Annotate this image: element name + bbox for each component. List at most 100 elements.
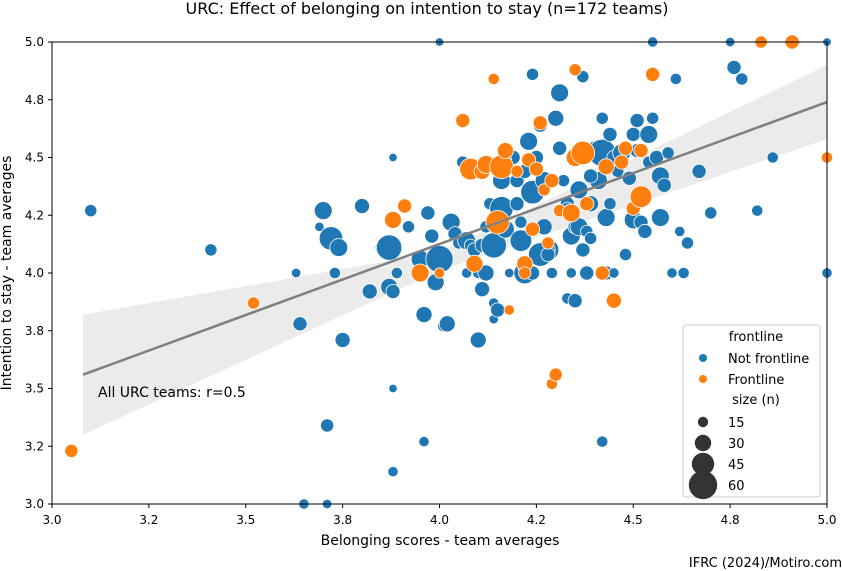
- point-not-frontline: [596, 208, 616, 227]
- point-frontline: [614, 154, 630, 170]
- legend-hue-title: frontline: [729, 330, 783, 345]
- point-not-frontline: [490, 302, 506, 318]
- point-frontline: [465, 254, 484, 273]
- point-not-frontline: [625, 126, 641, 142]
- point-not-frontline: [666, 267, 678, 279]
- point-frontline: [455, 113, 471, 129]
- point-not-frontline: [602, 126, 618, 142]
- point-not-frontline: [575, 242, 591, 258]
- point-frontline: [410, 263, 430, 283]
- point-not-frontline: [661, 146, 675, 160]
- point-frontline: [570, 140, 596, 166]
- y-tick-label: 3.5: [25, 382, 44, 396]
- correlation-annotation: All URC teams: r=0.5: [98, 385, 246, 401]
- legend-size-label: 30: [728, 437, 745, 452]
- point-frontline: [618, 140, 634, 156]
- chart-title: URC: Effect of belonging on intention to…: [186, 0, 669, 18]
- point-not-frontline: [669, 72, 682, 86]
- legend: frontline Not frontline Frontline size (n) 1…: [682, 324, 821, 500]
- y-tick-label: 4.2: [25, 208, 44, 222]
- point-not-frontline: [334, 332, 351, 348]
- point-not-frontline: [639, 125, 659, 144]
- point-not-frontline: [388, 383, 398, 394]
- point-frontline: [537, 183, 551, 197]
- point-not-frontline: [579, 265, 595, 281]
- legend-size-marker: [691, 452, 715, 476]
- y-axis-label: Intention to stay - team averages: [0, 156, 15, 391]
- y-tick-label: 3.8: [25, 324, 44, 338]
- point-frontline: [384, 210, 402, 229]
- point-not-frontline: [545, 266, 558, 280]
- point-not-frontline: [354, 198, 370, 214]
- point-not-frontline: [650, 208, 670, 227]
- point-frontline: [544, 173, 560, 189]
- point-not-frontline: [292, 316, 308, 332]
- legend-size-label: 15: [728, 416, 745, 431]
- point-not-frontline: [584, 231, 598, 245]
- point-not-frontline: [509, 229, 533, 252]
- x-tick-label: 3.5: [236, 513, 255, 527]
- y-axis: 3.0 3.2 3.5 3.8 4.0 4.2 4.5 4.8 5.0: [25, 35, 52, 511]
- point-not-frontline: [313, 201, 333, 221]
- point-not-frontline: [509, 196, 525, 212]
- point-frontline: [487, 72, 500, 86]
- point-not-frontline: [420, 205, 436, 221]
- legend-size-marker: [697, 416, 709, 428]
- point-not-frontline: [314, 221, 325, 232]
- x-tick-label: 4.5: [624, 513, 643, 527]
- x-tick-label: 3.0: [42, 513, 61, 527]
- point-not-frontline: [595, 111, 609, 125]
- x-axis-label: Belonging scores - team averages: [321, 533, 560, 549]
- point-frontline: [503, 304, 515, 316]
- point-frontline: [633, 143, 649, 159]
- point-not-frontline: [328, 266, 341, 280]
- point-not-frontline: [290, 267, 302, 279]
- y-tick-label: 3.2: [25, 439, 44, 453]
- point-not-frontline: [361, 283, 378, 300]
- point-not-frontline: [387, 466, 399, 478]
- y-tick-label: 4.8: [25, 93, 44, 107]
- source-caption: IFRC (2024)/Motiro.com: [688, 556, 842, 571]
- point-not-frontline: [726, 59, 742, 75]
- point-not-frontline: [646, 111, 660, 125]
- point-not-frontline: [525, 67, 540, 81]
- point-not-frontline: [567, 293, 583, 309]
- point-frontline: [561, 203, 581, 223]
- point-not-frontline: [637, 223, 653, 239]
- x-tick-label: 4.2: [527, 513, 546, 527]
- point-frontline: [528, 161, 544, 177]
- point-not-frontline: [514, 215, 528, 229]
- point-frontline: [525, 221, 541, 237]
- point-frontline: [510, 164, 524, 178]
- point-not-frontline: [204, 243, 218, 257]
- legend-box: [682, 324, 821, 498]
- point-frontline: [645, 66, 661, 82]
- point-not-frontline: [320, 418, 335, 433]
- point-frontline: [246, 296, 261, 310]
- legend-hue-label: Not frontline: [728, 352, 809, 367]
- point-frontline: [605, 292, 622, 309]
- point-not-frontline: [540, 247, 556, 263]
- point-not-frontline: [680, 236, 695, 250]
- point-frontline: [594, 265, 610, 281]
- point-frontline: [518, 266, 532, 280]
- point-not-frontline: [704, 206, 718, 220]
- legend-size-marker: [688, 470, 718, 500]
- point-frontline: [397, 198, 413, 214]
- point-not-frontline: [629, 113, 645, 129]
- point-not-frontline: [390, 266, 403, 280]
- point-not-frontline: [547, 109, 565, 127]
- point-not-frontline: [583, 168, 599, 184]
- point-not-frontline: [477, 264, 495, 282]
- x-tick-label: 3.2: [139, 513, 158, 527]
- point-not-frontline: [677, 266, 690, 280]
- point-frontline: [548, 367, 563, 382]
- legend-size-marker: [694, 434, 712, 452]
- point-not-frontline: [388, 152, 398, 163]
- point-not-frontline: [618, 247, 633, 262]
- legend-size-label: 45: [728, 458, 745, 473]
- y-tick-label: 4.0: [25, 266, 44, 280]
- point-not-frontline: [415, 306, 433, 324]
- x-tick-label: 4.0: [430, 513, 449, 527]
